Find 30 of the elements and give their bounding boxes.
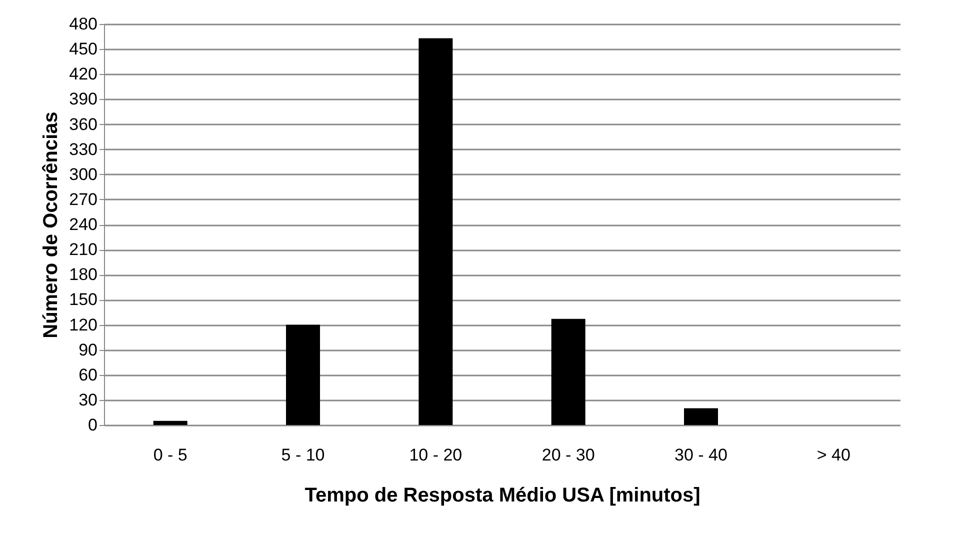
y-tick-label: 420 [69, 64, 98, 84]
y-tick-label: 0 [88, 416, 98, 434]
x-tick-label: > 40 [816, 446, 850, 464]
x-tick-label: 30 - 40 [674, 446, 728, 464]
x-tick-label: 10 - 20 [409, 446, 462, 464]
y-tick-label: 120 [69, 315, 98, 334]
y-tick-label: 480 [69, 14, 98, 34]
bar [551, 318, 586, 425]
x-tick-label: 5 - 10 [281, 446, 325, 464]
y-tick-label: 240 [69, 215, 98, 234]
y-tick-label: 360 [69, 114, 98, 134]
y-tick-label: 270 [69, 190, 98, 209]
y-tick-label: 180 [69, 265, 98, 284]
x-tick-label: 20 - 30 [542, 446, 595, 464]
y-tick-label: 150 [69, 290, 98, 310]
y-tick-label: 450 [69, 40, 98, 59]
x-tick-label: 0 - 5 [153, 446, 188, 464]
y-tick-label: 300 [69, 164, 98, 184]
y-tick-label: 30 [78, 390, 98, 410]
bar [153, 420, 188, 425]
bar [418, 38, 453, 425]
y-tick-label: 210 [69, 240, 98, 260]
y-tick-label: 60 [78, 365, 98, 384]
y-axis-title: Número de Ocorrências [40, 112, 62, 338]
bar [684, 408, 718, 425]
y-tick-label: 330 [69, 140, 98, 159]
y-tick-label: 90 [78, 340, 98, 360]
bar [286, 324, 320, 425]
x-axis-title: Tempo de Resposta Médio USA [minutos] [304, 484, 700, 506]
y-tick-label: 390 [69, 90, 98, 109]
